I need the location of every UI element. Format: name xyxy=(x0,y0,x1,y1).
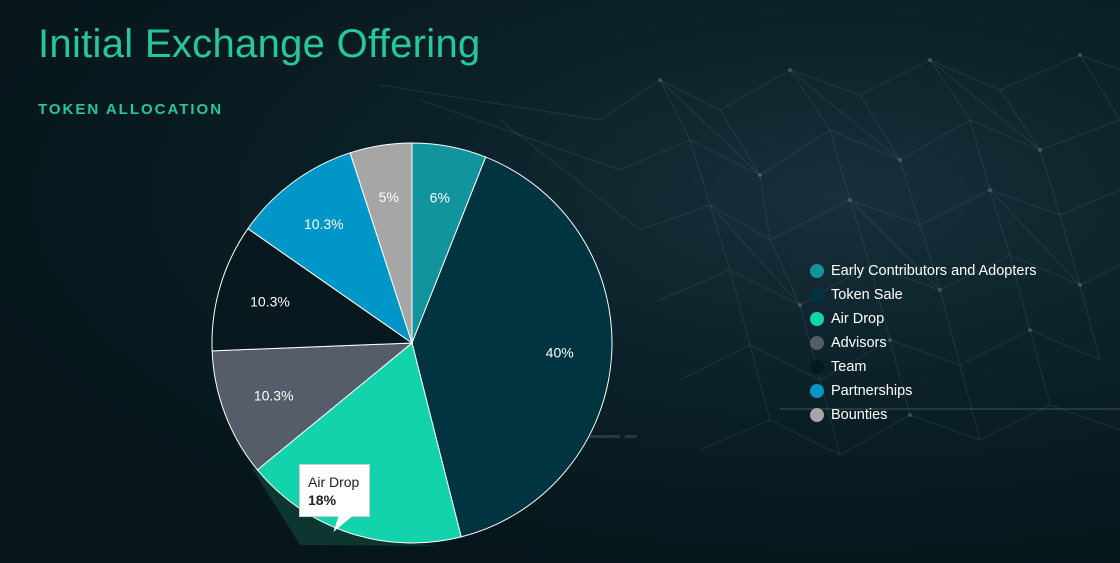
section-subtitle: TOKEN ALLOCATION xyxy=(38,101,224,118)
slice-data-label: 40% xyxy=(546,345,574,361)
legend-item-token-sale[interactable]: Token Sale xyxy=(810,283,1037,307)
legend-swatch xyxy=(810,384,824,398)
legend-swatch xyxy=(810,360,824,374)
page-title: Initial Exchange Offering xyxy=(38,22,481,66)
legend-label: Early Contributors and Adopters xyxy=(831,263,1037,279)
tooltip-value: 18% xyxy=(308,492,337,508)
pie-slice-token-sale[interactable] xyxy=(411,156,613,538)
pie-slice-advisors[interactable] xyxy=(211,342,414,471)
legend-swatch xyxy=(810,408,824,422)
slice-data-label: 6% xyxy=(430,190,450,206)
pie-slice-team[interactable] xyxy=(211,227,414,352)
slice-data-label: 10.3% xyxy=(250,293,290,309)
chart-tooltip: Air Drop 18% xyxy=(299,464,370,532)
pie-slice-bounties[interactable] xyxy=(349,142,413,344)
legend-label: Partnerships xyxy=(831,383,913,399)
legend-item-partnerships[interactable]: Partnerships xyxy=(810,379,1037,403)
slice-data-label: 5% xyxy=(379,189,399,205)
legend-label: Bounties xyxy=(831,407,888,423)
slice-data-label: 10.3% xyxy=(304,216,344,232)
legend-swatch xyxy=(810,312,824,326)
legend-item-advisors[interactable]: Advisors xyxy=(810,331,1037,355)
legend-label: Air Drop xyxy=(831,311,885,327)
tooltip-label: Air Drop xyxy=(308,474,360,490)
legend-label: Team xyxy=(831,359,867,375)
slice-data-label: 10.3% xyxy=(254,388,294,404)
legend-item-early-contributors[interactable]: Early Contributors and Adopters xyxy=(810,259,1037,283)
legend-swatch xyxy=(810,288,824,302)
legend-swatch xyxy=(810,336,824,350)
legend-label: Token Sale xyxy=(831,287,903,303)
legend-item-bounties[interactable]: Bounties xyxy=(810,403,1037,427)
legend-swatch xyxy=(810,264,824,278)
legend-item-team[interactable]: Team xyxy=(810,355,1037,379)
pie-slice-partnerships[interactable] xyxy=(247,152,413,345)
legend-item-air-drop[interactable]: Air Drop xyxy=(810,307,1037,331)
legend-label: Advisors xyxy=(831,335,887,351)
chart-legend: Early Contributors and Adopters Token Sa… xyxy=(810,259,1037,427)
